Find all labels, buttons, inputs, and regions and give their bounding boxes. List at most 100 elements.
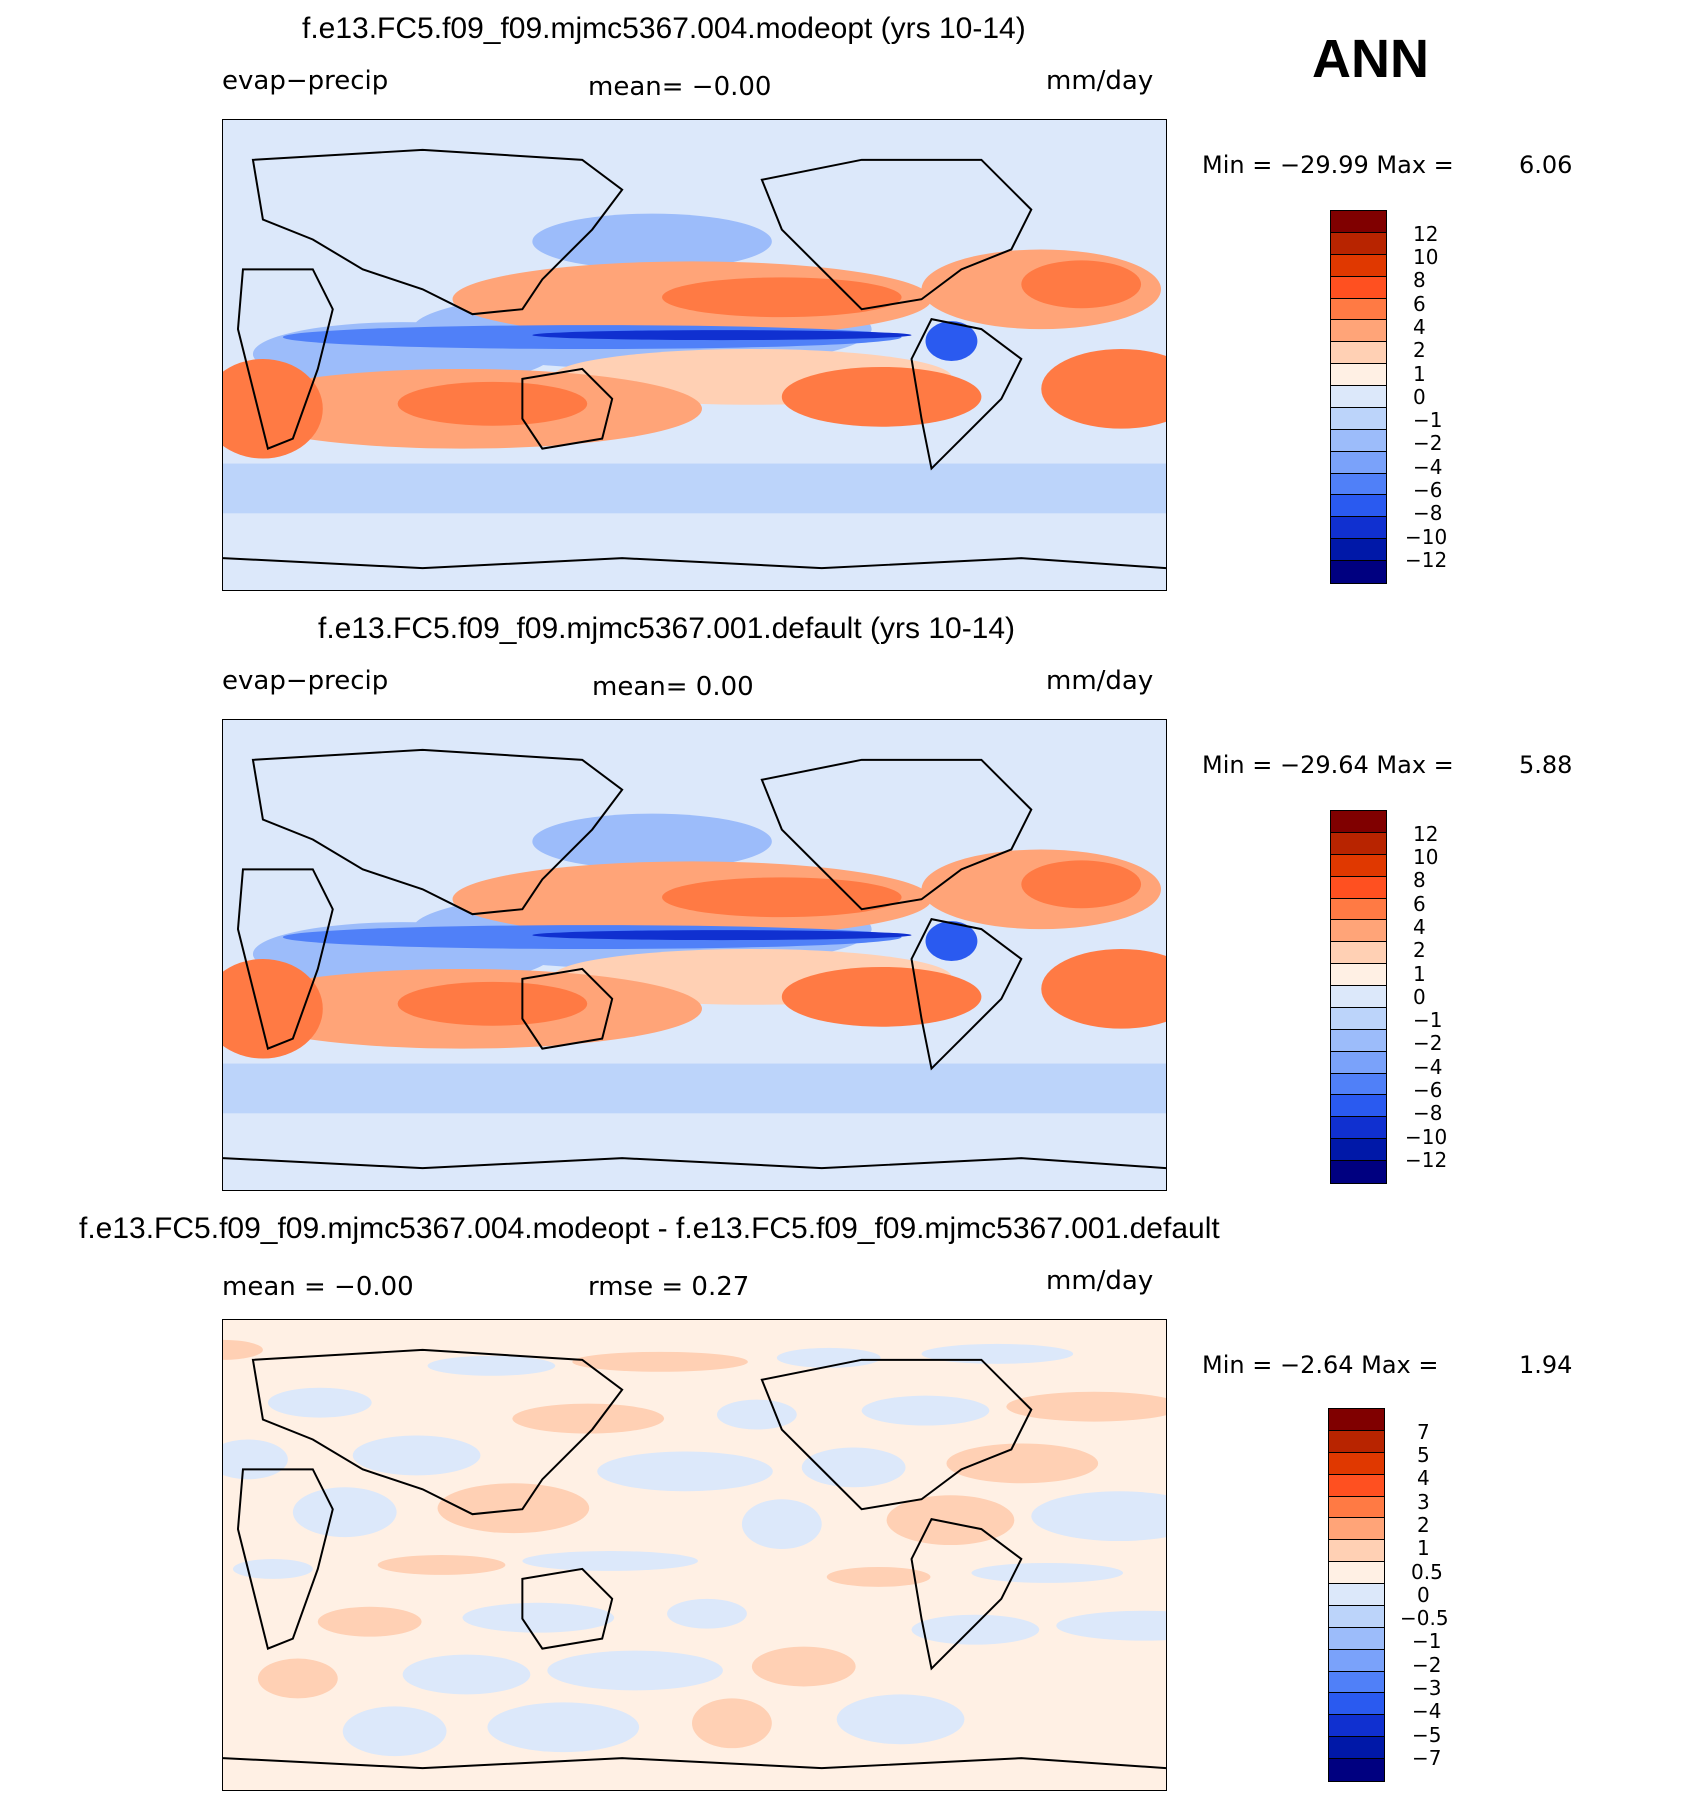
colorbar-box <box>1331 898 1386 921</box>
colorbar-box <box>1329 1693 1384 1716</box>
max-value: 5.88 <box>1519 751 1573 779</box>
colorbar-tick: 12 <box>1413 822 1439 846</box>
contour-map <box>223 720 1166 1190</box>
coastline <box>760 758 1033 911</box>
coastline <box>223 557 1166 570</box>
max-value: 1.94 <box>1519 1351 1573 1379</box>
colorbar-tick: 8 <box>1413 268 1426 292</box>
colorbar-box <box>1331 429 1386 452</box>
mean-label: mean = −0.00 <box>222 1272 414 1302</box>
min-max-label: Min = −2.64 Max = <box>1202 1351 1439 1379</box>
colorbar-box <box>1331 495 1386 518</box>
colorbar-box <box>1331 1117 1386 1140</box>
colorbar-box <box>1331 298 1386 321</box>
panel-title: f.e13.FC5.f09_f09.mjmc5367.004.modeopt -… <box>79 1212 1220 1245</box>
south-atlantic-dry-zone <box>1041 949 1166 1029</box>
units-label: mm/day <box>1046 66 1154 96</box>
colorbar-box <box>1331 211 1386 233</box>
colorbar-box <box>1331 254 1386 277</box>
max-value: 6.06 <box>1519 151 1573 179</box>
difference-patch <box>377 1555 506 1575</box>
colorbar-box <box>1331 539 1386 561</box>
colorbar-tick: −4 <box>1412 1699 1442 1723</box>
colorbar <box>1328 1408 1385 1782</box>
difference-patch <box>971 1562 1124 1583</box>
colorbar-tick: −4 <box>1413 1055 1443 1079</box>
coastline <box>236 268 334 450</box>
coastline <box>760 1358 1033 1511</box>
difference-patch <box>223 1339 263 1360</box>
difference-patch <box>522 1551 698 1571</box>
difference-patch <box>921 1343 1074 1364</box>
colorbar-tick: −6 <box>1413 478 1443 502</box>
colorbar-box <box>1329 1649 1384 1672</box>
north-pacific-dry-core <box>662 877 902 918</box>
difference-patch <box>826 1566 931 1587</box>
southern-ocean-wet-band <box>223 1063 1166 1114</box>
min-max-label: Min = −29.64 Max = <box>1202 751 1454 779</box>
colorbar-box <box>1331 854 1386 877</box>
map-panel <box>222 1319 1167 1791</box>
map-panel <box>222 119 1167 591</box>
colorbar-box <box>1329 1671 1384 1694</box>
colorbar-tick: −12 <box>1405 548 1448 572</box>
colorbar-tick: −7 <box>1412 1746 1442 1770</box>
coastline <box>251 748 624 916</box>
coastline <box>760 158 1033 311</box>
map-panel <box>222 719 1167 1191</box>
variable-label: evap−precip <box>222 66 389 96</box>
coastline <box>910 318 1023 471</box>
colorbar-box <box>1331 920 1386 943</box>
colorbar-tick: 0 <box>1417 1583 1430 1607</box>
colorbar-tick: −0.5 <box>1400 1606 1449 1630</box>
difference-patch <box>487 1702 640 1753</box>
colorbar-box <box>1329 1715 1384 1738</box>
colorbar-box <box>1331 1095 1386 1118</box>
variable-label: evap−precip <box>222 666 389 696</box>
coastline <box>223 1757 1166 1770</box>
difference-patch <box>776 1347 881 1368</box>
colorbar-box <box>1329 1627 1384 1650</box>
colorbar-tick: 3 <box>1417 1490 1430 1514</box>
colorbar-tick: −8 <box>1413 1101 1443 1125</box>
north-pacific-dry-core <box>662 277 902 318</box>
south-atlantic-dry-zone <box>1041 349 1166 429</box>
coastline <box>521 967 614 1050</box>
difference-patch <box>267 1387 372 1418</box>
colorbar-box <box>1331 1139 1386 1161</box>
colorbar-tick: 6 <box>1413 892 1426 916</box>
colorbar <box>1330 810 1387 1184</box>
difference-patch <box>257 1658 338 1699</box>
north-atlantic-dry-core <box>1021 860 1142 909</box>
difference-patch <box>741 1499 822 1550</box>
north-atlantic-dry-core <box>1021 260 1142 309</box>
colorbar-box <box>1331 1161 1386 1183</box>
panel-title: f.e13.FC5.f09_f09.mjmc5367.001.default (… <box>318 612 1016 645</box>
contour-map <box>223 120 1166 590</box>
colorbar-box <box>1331 364 1386 386</box>
colorbar-tick: 7 <box>1417 1420 1430 1444</box>
difference-patch <box>861 1395 990 1426</box>
colorbar-box <box>1329 1605 1384 1628</box>
itcz-peak <box>532 930 912 941</box>
colorbar-box <box>1329 1496 1384 1519</box>
coastline <box>223 1157 1166 1170</box>
itcz-peak <box>532 330 912 341</box>
coastline <box>251 1348 624 1516</box>
coastline <box>910 918 1023 1071</box>
difference-patch <box>427 1355 556 1376</box>
colorbar-box <box>1331 561 1386 583</box>
difference-patch <box>946 1443 1099 1484</box>
colorbar-tick: −3 <box>1412 1676 1442 1700</box>
colorbar-tick: −10 <box>1405 1125 1448 1149</box>
colorbar-tick: 0 <box>1413 985 1426 1009</box>
coastline <box>910 1518 1023 1671</box>
south-indian-dry-core <box>397 981 588 1026</box>
difference-patch <box>512 1403 665 1434</box>
difference-patch <box>836 1694 965 1745</box>
colorbar-box <box>1331 942 1386 965</box>
north-pacific-storm-track <box>532 813 772 870</box>
rmse-label: rmse = 0.27 <box>588 1272 750 1302</box>
colorbar-box <box>1329 1562 1384 1584</box>
season-label: ANN <box>1312 29 1429 89</box>
